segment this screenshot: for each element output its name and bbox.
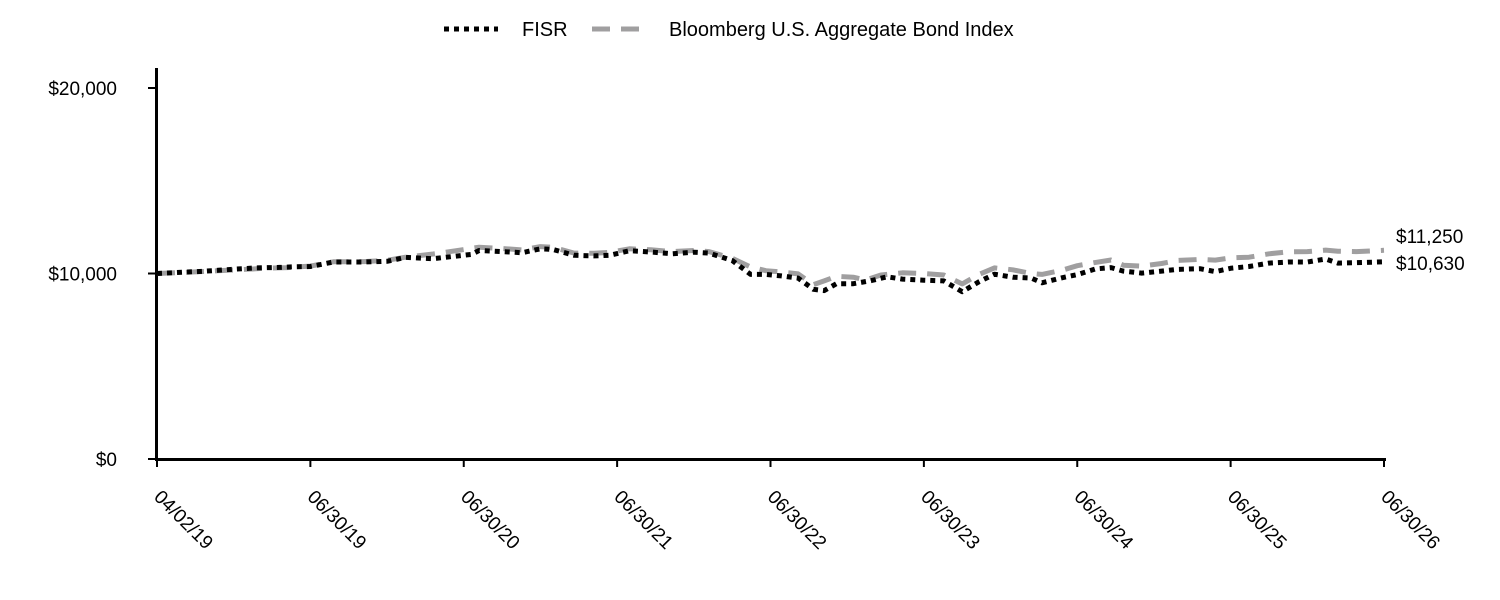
legend-label-bloomberg: Bloomberg U.S. Aggregate Bond Index [669,19,1014,41]
x-tick-label: 06/30/26 [1376,487,1443,554]
x-tick-label: 06/30/22 [763,487,830,554]
x-tick-label: 06/30/21 [610,487,677,554]
y-axis-ticks: $0 $10,000 $20,000 [48,79,157,471]
y-tick-label: $10,000 [48,265,117,286]
x-tick-label: 06/30/24 [1070,487,1137,554]
y-tick-label: $20,000 [48,79,117,100]
x-tick-label: 06/30/20 [456,487,523,554]
series-line-fisr [156,246,1385,295]
end-label-bloomberg: $11,250 [1396,227,1463,248]
y-tick-label: $0 [96,450,117,471]
series-line-bloomberg [156,244,1385,288]
chart-series [156,244,1385,295]
x-tick-label: 04/02/19 [149,487,216,554]
legend-label-fisr: FISR [522,19,568,41]
chart-legend: FISR Bloomberg U.S. Aggregate Bond Index [444,19,1014,41]
x-axis-ticks: 04/02/19 06/30/19 06/30/20 06/30/21 06/30/22… [149,459,1444,554]
x-tick-label: 06/30/23 [916,487,983,554]
end-label-fisr: $10,630 [1396,254,1465,275]
end-value-labels: $11,250 $10,630 [1396,227,1465,275]
x-tick-label: 06/30/25 [1223,487,1290,554]
x-tick-label: 06/30/19 [303,487,370,554]
